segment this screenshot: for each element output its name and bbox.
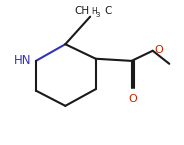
Text: H: H bbox=[91, 7, 97, 16]
Text: C: C bbox=[104, 6, 111, 16]
Text: 3: 3 bbox=[96, 12, 100, 18]
Text: O: O bbox=[155, 45, 163, 55]
Text: O: O bbox=[129, 94, 137, 104]
Text: HN: HN bbox=[14, 54, 31, 67]
Text: CH: CH bbox=[74, 6, 89, 16]
